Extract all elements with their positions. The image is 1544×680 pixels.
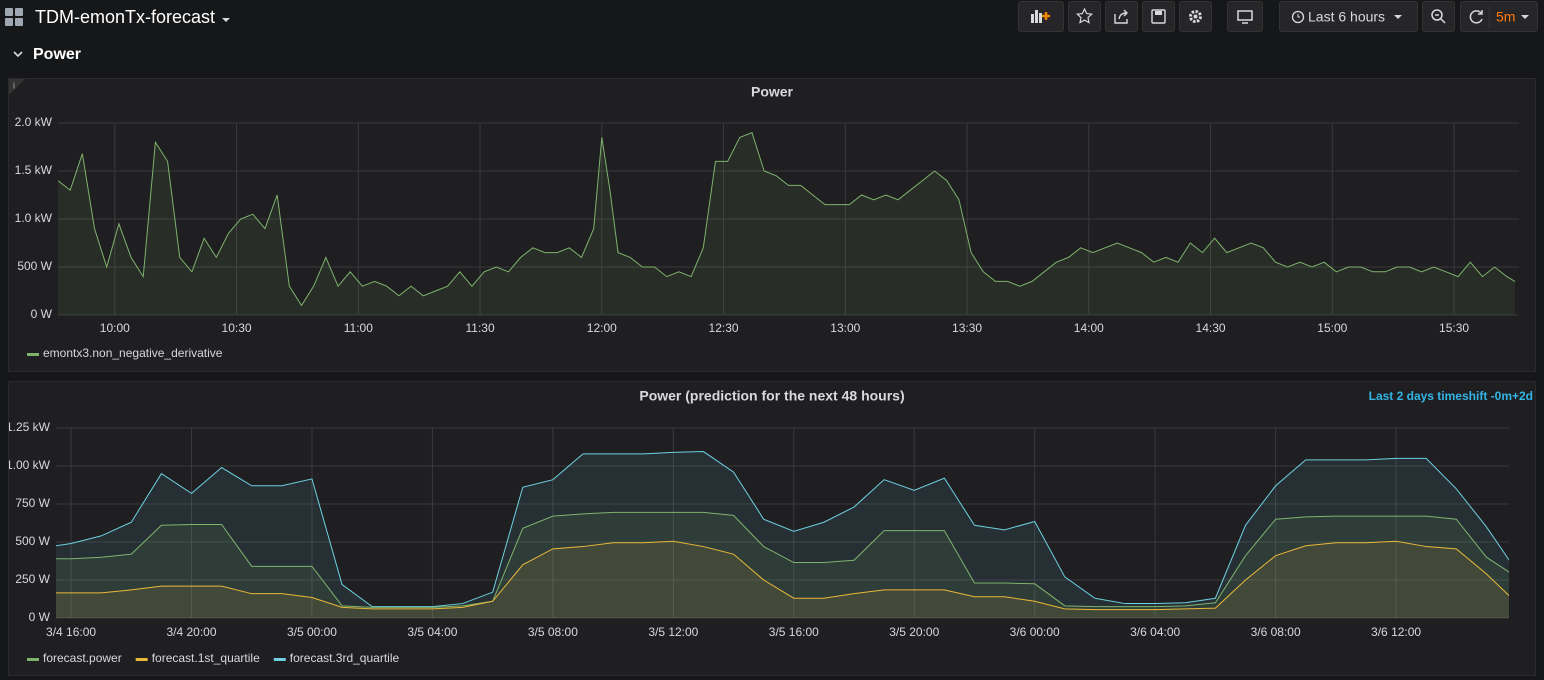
- row-collapse[interactable]: [13, 51, 23, 58]
- dashboard-title[interactable]: TDM-emonTx-forecast: [35, 7, 215, 27]
- icon: [1031, 10, 1050, 23]
- icon: [1189, 10, 1202, 23]
- panel: i Power 0 W 500 W 1.0 kW 1.5 kW 2.0 kW 10:00 10…: [8, 78, 1536, 372]
- caret[interactable]: [222, 18, 230, 22]
- y-tick-label: 1.00 kW: [9, 458, 51, 472]
- x-tick-label: 3/6 04:00: [1130, 625, 1180, 639]
- x-tick-label: 3/6 12:00: [1371, 625, 1421, 639]
- y-tick-label: 750 W: [15, 496, 50, 510]
- x-tick-label: 3/4 16:00: [46, 625, 96, 639]
- refresh-picker[interactable]: 5m: [1460, 1, 1538, 32]
- legend-label: forecast.3rd_quartile: [290, 651, 400, 665]
- series-line: [56, 451, 1509, 608]
- x-tick-label: 12:00: [587, 321, 617, 335]
- zoom-out-button[interactable]: [1422, 1, 1455, 32]
- star-button[interactable]: [1068, 1, 1101, 32]
- time-range: Last 6 hours: [1308, 9, 1385, 25]
- time-picker-content: Last 6 hours: [1291, 9, 1402, 25]
- series-line: [56, 540, 1509, 611]
- save-button[interactable]: [1142, 1, 1175, 32]
- legend-label: forecast.1st_quartile: [152, 651, 260, 665]
- icon: [1151, 9, 1166, 24]
- x-tick-label: 14:30: [1196, 321, 1226, 335]
- x-tick-label: 3/5 08:00: [528, 625, 578, 639]
- time-picker[interactable]: Last 6 hours: [1279, 1, 1418, 32]
- x-tick-label: 3/5 20:00: [889, 625, 939, 639]
- apps-icon[interactable]: [5, 8, 23, 26]
- x-tick-label: 15:00: [1317, 321, 1347, 335]
- x-tick-label: 3/5 00:00: [287, 625, 337, 639]
- y-tick-label: 0 W: [29, 610, 51, 624]
- row-title[interactable]: Power: [33, 46, 81, 63]
- share-button[interactable]: [1105, 1, 1138, 32]
- legend-swatch: [27, 658, 39, 661]
- x-tick-label: 3/6 00:00: [1010, 625, 1060, 639]
- y-tick-label: 250 W: [15, 572, 50, 586]
- y-tick-label: 0 W: [31, 307, 53, 321]
- series-line: [58, 131, 1516, 307]
- x-tick-label: 3/4 20:00: [166, 625, 216, 639]
- settings-button[interactable]: [1179, 1, 1212, 32]
- x-tick-label: 12:30: [709, 321, 739, 335]
- x-tick-label: 13:30: [952, 321, 982, 335]
- x-tick-label: 3/5 12:00: [648, 625, 698, 639]
- area-fill: [56, 451, 1509, 618]
- x-tick-label: 10:30: [222, 321, 252, 335]
- x-tick-label: 3/5 16:00: [769, 625, 819, 639]
- x-tick-label: 11:30: [465, 321, 494, 335]
- x-tick-label: 3/6 08:00: [1251, 625, 1301, 639]
- chart: i Power 0 W 500 W 1.0 kW 1.5 kW 2.0 kW 10:00 10…: [9, 79, 1519, 360]
- y-tick-label: 1.25 kW: [9, 420, 51, 434]
- info-icon: i: [13, 80, 15, 90]
- y-tick-label: 2.0 kW: [15, 115, 53, 129]
- legend-swatch: [27, 353, 39, 356]
- legend-swatch: [135, 658, 148, 661]
- panel-title: Power (prediction for the next 48 hours): [639, 388, 904, 404]
- legend-swatch: [273, 658, 286, 661]
- area-fill: [58, 132, 1515, 315]
- icon: [1431, 9, 1446, 24]
- x-tick-label: 13:00: [830, 321, 860, 335]
- legend-label: forecast.power: [43, 651, 122, 665]
- x-tick-label: 15:30: [1439, 321, 1469, 335]
- x-tick-label: 10:00: [100, 321, 130, 335]
- series-line: [56, 511, 1509, 608]
- plot: [58, 131, 1516, 315]
- timeshift-info: Last 2 days timeshift -0m+2d: [1369, 389, 1533, 403]
- refresh-interval: 5m: [1496, 9, 1515, 25]
- y-tick-label: 500 W: [17, 259, 52, 273]
- y-tick-label: 500 W: [15, 534, 50, 548]
- plot: [56, 451, 1509, 618]
- x-tick-label: 14:00: [1074, 321, 1104, 335]
- panel: Power (prediction for the next 48 hours)…: [6, 381, 1536, 676]
- refresh-content: 5m: [1469, 6, 1529, 28]
- icon: [1114, 9, 1128, 24]
- icon: [1075, 7, 1094, 24]
- y-tick-label: 1.5 kW: [15, 163, 53, 177]
- x-tick-label: 11:00: [344, 321, 373, 335]
- y-tick-label: 1.0 kW: [15, 211, 53, 225]
- chart: Power (prediction for the next 48 hours)…: [6, 388, 1533, 665]
- icon: [1237, 10, 1253, 24]
- legend-label: emontx3.non_negative_derivative: [43, 346, 223, 360]
- tv-mode-button[interactable]: [1227, 1, 1263, 32]
- area-fill: [56, 512, 1509, 618]
- add-panel-button[interactable]: [1018, 1, 1064, 32]
- panel-info-corner[interactable]: [9, 79, 25, 95]
- x-tick-label: 3/5 04:00: [407, 625, 457, 639]
- panel-title: Power: [751, 84, 794, 100]
- top-nav: TDM-emonTx-forecast Power: [5, 7, 230, 63]
- area-fill: [56, 541, 1509, 618]
